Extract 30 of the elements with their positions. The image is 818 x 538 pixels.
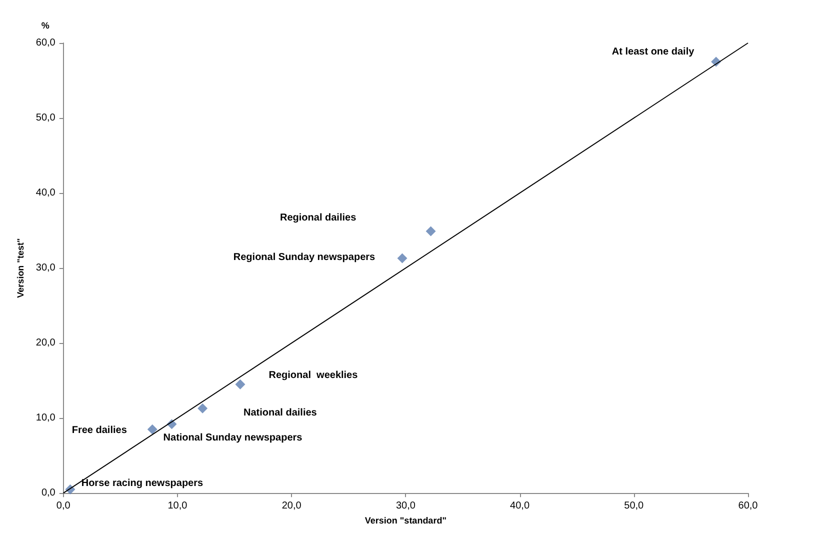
x-axis-title: Version "standard" <box>364 516 446 526</box>
y-tick-label: 20,0 <box>36 338 56 349</box>
point <box>397 253 408 264</box>
x-tick-label: 40,0 <box>510 500 530 512</box>
annotation: National Sunday newspapers <box>163 432 303 444</box>
y-tick-label: 60,0 <box>36 38 56 48</box>
x-tick-label: 30,0 <box>396 500 416 512</box>
y-tick-label: 40,0 <box>36 188 56 199</box>
annotation: National dailies <box>243 408 318 419</box>
y-axis-title: Version "test" <box>16 238 26 298</box>
point <box>235 379 246 390</box>
point <box>147 424 158 434</box>
annotation: Free dailies <box>72 424 128 436</box>
annotation: Horse racing newspapers <box>81 478 204 489</box>
y-tick-label: 0,0 <box>41 488 56 499</box>
y-tick-label: 10,0 <box>36 412 56 424</box>
annotation: At least one daily <box>612 46 695 58</box>
text: % <box>41 20 50 30</box>
annotation: Regional weeklies <box>268 370 358 381</box>
x-tick-label: 50,0 <box>624 500 644 512</box>
x-tick-label: 20,0 <box>282 500 302 512</box>
point <box>426 226 436 236</box>
point <box>198 403 208 414</box>
x-tick-label: 10,0 <box>168 500 188 512</box>
annotation: Regional dailies <box>280 212 357 224</box>
annotation: Regional Sunday newspapers <box>233 252 376 263</box>
y-tick-label: 50,0 <box>36 112 56 124</box>
x-tick-label: 60,0 <box>738 500 758 512</box>
y-tick-label: 30,0 <box>36 262 56 274</box>
x-tick-label: 0,0 <box>56 500 71 512</box>
